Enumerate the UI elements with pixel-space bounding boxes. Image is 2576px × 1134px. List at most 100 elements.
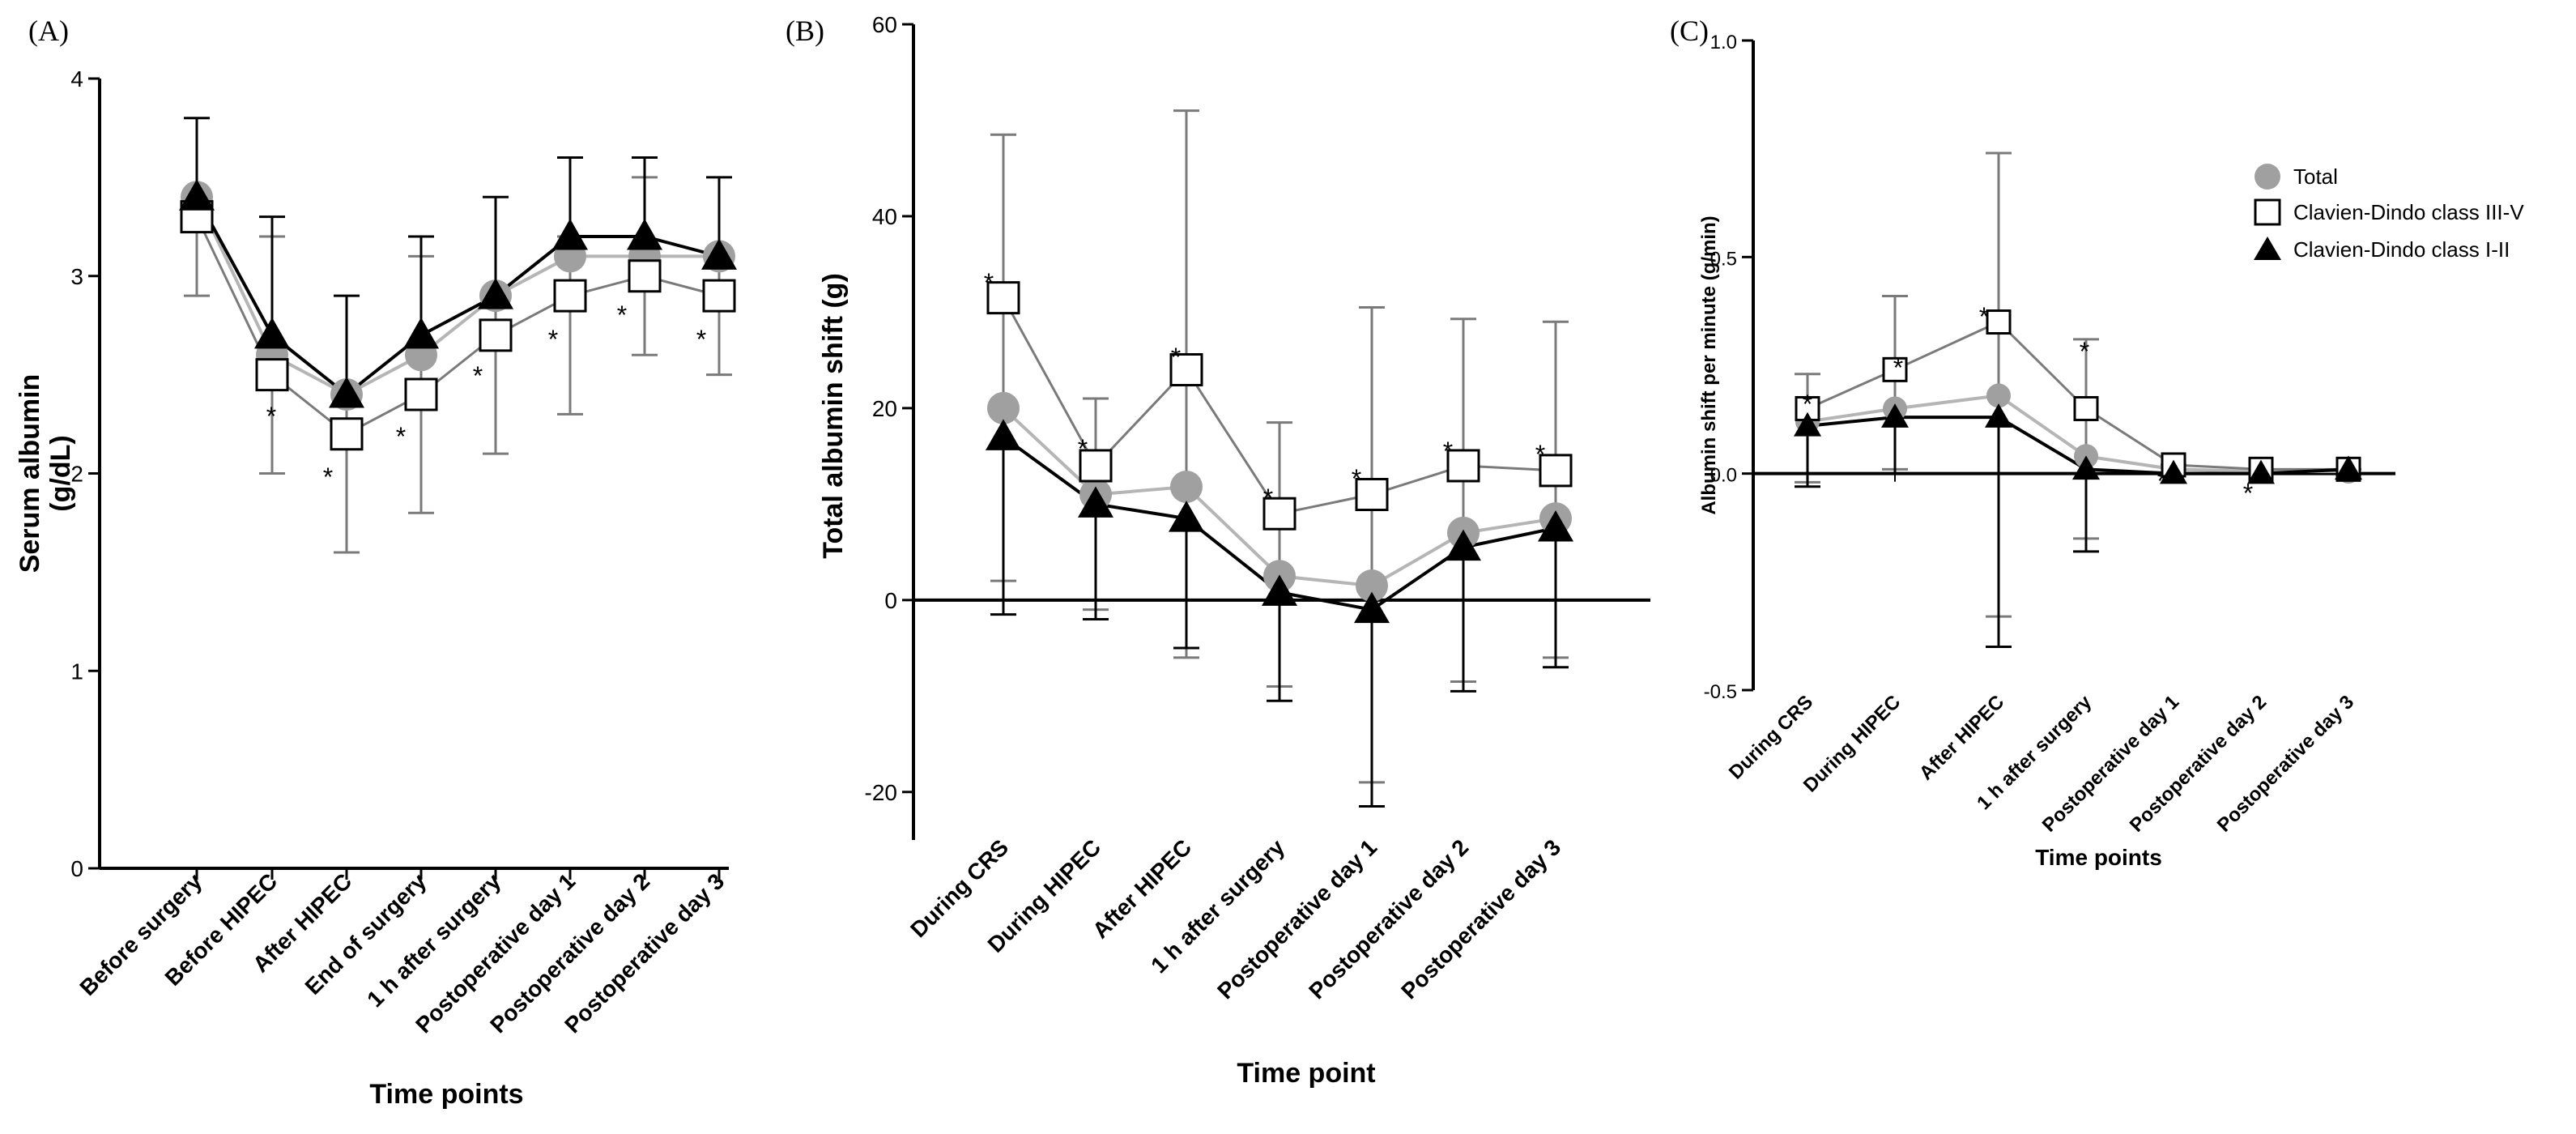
point-class-i-ii [2247, 459, 2275, 484]
point-class-iii-v [702, 279, 736, 313]
point-class-i-ii [1446, 529, 1481, 561]
point-class-i-ii [254, 317, 290, 349]
point-class-iii-v [1262, 497, 1297, 531]
significance-asterisk: * [473, 361, 483, 390]
y-tick-label: 1.0 [1710, 32, 1737, 53]
point-class-iii-v [986, 281, 1020, 315]
point-class-i-ii [179, 179, 215, 211]
significance-asterisk: * [1979, 302, 1989, 331]
x-axis-title: Time points [2035, 845, 2162, 870]
significance-asterisk: * [1263, 484, 1273, 513]
y-tick-label: 1 [70, 659, 83, 684]
x-tick-label: Postoperative day 2 [1304, 834, 1473, 1004]
y-axis-title: Serum albumin [15, 374, 45, 573]
x-axis-title: Time points [369, 1079, 523, 1110]
point-class-i-ii [1881, 403, 1909, 428]
x-tick-label: Postoperative day 1 [1212, 834, 1382, 1004]
y-tick-label: -20 [865, 780, 897, 805]
significance-asterisk: * [2243, 479, 2253, 508]
y-tick-label: 60 [872, 12, 897, 37]
significance-asterisk: * [1535, 440, 1545, 469]
point-total [1986, 383, 2011, 408]
significance-asterisk: * [1443, 437, 1453, 466]
point-class-i-ii [986, 419, 1021, 450]
legend-marker-class-iii-v [2254, 198, 2281, 226]
y-tick-label: 4 [70, 66, 83, 92]
significance-asterisk: * [2080, 337, 2089, 366]
point-class-iii-v [404, 377, 438, 411]
point-total [987, 391, 1020, 424]
y-tick-label: 0.5 [1710, 248, 1737, 270]
y-tick-label: 0 [884, 588, 897, 613]
significance-asterisk: * [984, 268, 994, 297]
point-class-i-ii [1538, 509, 1573, 542]
point-class-i-ii [552, 219, 588, 250]
legend-label: Clavien-Dindo class III-V [2293, 200, 2524, 224]
point-class-iii-v [255, 358, 289, 392]
point-class-iii-v [1986, 309, 2012, 335]
point-class-iii-v [1882, 356, 1908, 382]
significance-asterisk: * [396, 422, 406, 451]
point-class-i-ii [627, 219, 662, 250]
y-tick-label: 0.0 [1710, 465, 1737, 487]
y-axis-title: (g/dL) [45, 435, 76, 511]
x-tick-label: Postoperative day 3 [1396, 834, 1565, 1004]
point-class-i-ii [1354, 591, 1390, 624]
point-class-iii-v [553, 279, 587, 313]
significance-asterisk: * [1078, 434, 1088, 463]
legend-marker-total [2255, 164, 2280, 190]
point-class-i-ii [1169, 501, 1204, 532]
point-class-i-ii [1794, 411, 1821, 437]
point-class-i-ii [2072, 455, 2100, 480]
point-total [1356, 569, 1388, 603]
point-class-i-ii [2160, 459, 2187, 484]
significance-asterisk: * [696, 325, 706, 354]
point-class-i-ii [701, 238, 737, 270]
panel-label: (B) [786, 15, 824, 47]
legend-label: Total [2293, 164, 2338, 189]
point-class-iii-v [1079, 449, 1113, 483]
y-tick-label: 2 [70, 462, 83, 487]
x-axis-title: Time point [1237, 1058, 1375, 1089]
legend-marker-class-i-ii [2254, 237, 2281, 260]
significance-asterisk: * [548, 325, 558, 354]
point-class-i-ii [478, 278, 513, 309]
legend-label: Clavien-Dindo class I-II [2293, 237, 2510, 262]
x-tick-label: 1 h after surgery [362, 868, 505, 1012]
point-class-iii-v [2073, 395, 2099, 421]
point-class-i-ii [1078, 486, 1113, 518]
significance-asterisk: * [1893, 353, 1903, 382]
y-tick-label: -0.5 [1704, 681, 1737, 703]
legend: Total Clavien-Dindo class III-V Clavien-Di… [2254, 164, 2524, 262]
y-tick-label: 40 [872, 204, 897, 229]
significance-asterisk: * [266, 402, 276, 431]
y-tick-label: 0 [70, 856, 83, 881]
significance-asterisk: * [1171, 343, 1181, 372]
significance-asterisk: * [2157, 467, 2167, 496]
significance-asterisk: * [617, 301, 627, 330]
significance-asterisk: * [323, 463, 333, 492]
panel-label: (C) [1670, 15, 1709, 47]
point-class-iii-v [1446, 449, 1480, 483]
point-class-i-ii [1262, 574, 1297, 606]
significance-asterisk: * [1803, 390, 1812, 419]
point-class-iii-v [628, 259, 662, 293]
significance-asterisk: * [1352, 464, 1361, 493]
point-class-iii-v [1539, 454, 1573, 488]
point-class-i-ii [403, 317, 439, 349]
y-axis-title: Total albumin shift (g) [818, 273, 849, 559]
x-tick-label: During CRS [1725, 691, 1817, 783]
x-tick-label: After HIPEC [1915, 691, 2008, 784]
y-axis-title: Albumin shift per minute (g/min) [1698, 215, 1720, 514]
point-total [1170, 471, 1203, 504]
y-tick-label: 3 [70, 264, 83, 289]
point-class-iii-v [1355, 478, 1389, 512]
point-class-i-ii [1985, 403, 2012, 428]
point-class-iii-v [1169, 352, 1203, 386]
series-line-class-iii-v [1807, 320, 2348, 471]
panel-label: (A) [28, 15, 69, 47]
point-class-iii-v [479, 318, 513, 352]
